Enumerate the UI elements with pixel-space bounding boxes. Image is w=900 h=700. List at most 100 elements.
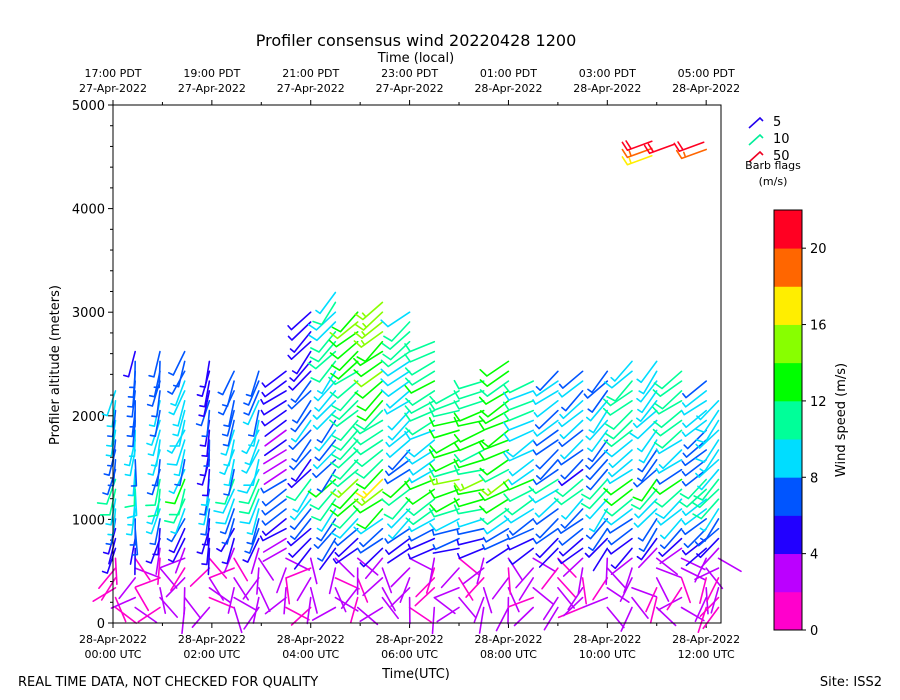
- colorbar-tick-label: 8: [810, 471, 818, 486]
- wind-barb: [387, 419, 411, 441]
- wind-barb: [329, 409, 359, 427]
- wind-barb: [296, 577, 312, 602]
- wind-barb: [331, 419, 359, 441]
- wind-barb: [261, 409, 287, 427]
- wind-barb: [453, 416, 485, 427]
- wind-barb: [679, 478, 707, 500]
- wind-barb: [381, 596, 399, 620]
- wind-barb: [199, 380, 211, 408]
- wind-barb: [482, 587, 493, 614]
- wind-barb: [409, 459, 436, 476]
- wind-barb: [606, 468, 633, 485]
- wind-barb: [129, 400, 136, 428]
- wind-barb: [482, 527, 510, 543]
- wind-barb: [404, 350, 436, 363]
- wind-barb: [587, 370, 609, 394]
- wind-barb: [164, 478, 186, 505]
- wind-barb: [309, 557, 318, 585]
- wind-barb: [503, 390, 534, 401]
- wind-barb: [250, 547, 260, 575]
- wind-barb: [533, 429, 559, 447]
- wind-barb: [314, 429, 337, 452]
- legend-entry-label: 50: [773, 149, 790, 164]
- wind-barb: [155, 547, 161, 575]
- y-axis-ticks: 0 1000 2000 3000 4000 5000: [72, 99, 113, 632]
- wind-barb: [308, 321, 337, 342]
- wind-barb: [453, 390, 485, 400]
- wind-barb: [659, 527, 683, 550]
- wind-barb: [532, 439, 559, 456]
- wind-barb: [636, 400, 658, 423]
- wind-barb: [603, 478, 633, 496]
- bottom-tick-time: 02:00 UTC: [183, 648, 240, 661]
- wind-barb: [263, 449, 287, 465]
- wind-barb: [508, 468, 534, 486]
- bottom-tick-date: 28-Apr-2022: [573, 633, 641, 646]
- x-axis-label: Time(UTC): [381, 667, 450, 682]
- wind-barb: [168, 390, 186, 416]
- wind-barb: [585, 498, 609, 520]
- bottom-tick-time: 06:00 UTC: [381, 648, 438, 661]
- wind-barb: [681, 449, 707, 467]
- wind-barb: [655, 567, 682, 579]
- wind-barb: [479, 380, 510, 397]
- wind-barb: [657, 508, 683, 526]
- wind-barb: [535, 370, 559, 391]
- wind-barb: [483, 518, 510, 535]
- wind-barb: [183, 587, 186, 615]
- wind-barb: [508, 518, 534, 536]
- wind-barb: [129, 360, 136, 389]
- wind-barb: [404, 380, 436, 394]
- wind-barb: [357, 537, 384, 554]
- wind-barb: [147, 429, 161, 457]
- wind-barb: [201, 429, 211, 457]
- wind-barb: [428, 467, 460, 478]
- wind-barb: [428, 557, 436, 585]
- wind-barb: [658, 449, 683, 470]
- wind-barb: [695, 419, 720, 444]
- wind-barb: [503, 409, 534, 422]
- wind-barb: [610, 547, 633, 570]
- wind-barb: [588, 409, 609, 434]
- wind-barb: [458, 557, 480, 576]
- wind-barb: [581, 577, 587, 605]
- top-axis-ticks: 17:00 PDT 27-Apr-2022 19:00 PDT 27-Apr-2022…: [79, 67, 740, 105]
- wind-barb: [221, 518, 235, 545]
- top-tick-date: 28-Apr-2022: [672, 82, 740, 95]
- wind-barb: [528, 488, 559, 504]
- wind-barb: [478, 449, 510, 461]
- wind-barb: [637, 518, 658, 542]
- wind-barb: [168, 488, 186, 516]
- wind-barb: [173, 449, 186, 477]
- wind-barb: [518, 577, 534, 601]
- wind-barb: [585, 449, 609, 470]
- wind-barb: [354, 380, 384, 399]
- legend-entry-label: 10: [773, 132, 790, 147]
- wind-barb: [532, 557, 557, 573]
- wind-barb: [383, 321, 411, 342]
- wind-barb: [491, 577, 510, 600]
- wind-barb: [479, 459, 510, 476]
- wind-barb: [659, 547, 683, 565]
- colorbar-label: Wind speed (m/s): [834, 363, 849, 477]
- wind-barb: [200, 508, 211, 536]
- wind-barb: [328, 370, 359, 386]
- wind-barb: [354, 449, 384, 467]
- wind-barb: [606, 587, 630, 603]
- wind-barb: [680, 567, 706, 581]
- wind-barb: [286, 527, 312, 547]
- wind-barb: [353, 498, 384, 514]
- wind-barb: [603, 370, 633, 389]
- barb-legend: 5 10 50 Barb flags (m/s): [745, 115, 801, 188]
- wind-barb: [262, 547, 287, 562]
- wind-barb: [682, 380, 707, 399]
- top-tick-date: 27-Apr-2022: [79, 82, 147, 95]
- wind-barb: [645, 587, 658, 613]
- bottom-tick-time: 08:00 UTC: [480, 648, 537, 661]
- colorbar-segment: [774, 439, 802, 478]
- wind-barb: [380, 380, 411, 397]
- wind-barb: [532, 527, 559, 545]
- wind-barb: [681, 508, 707, 526]
- wind-barb: [331, 311, 359, 333]
